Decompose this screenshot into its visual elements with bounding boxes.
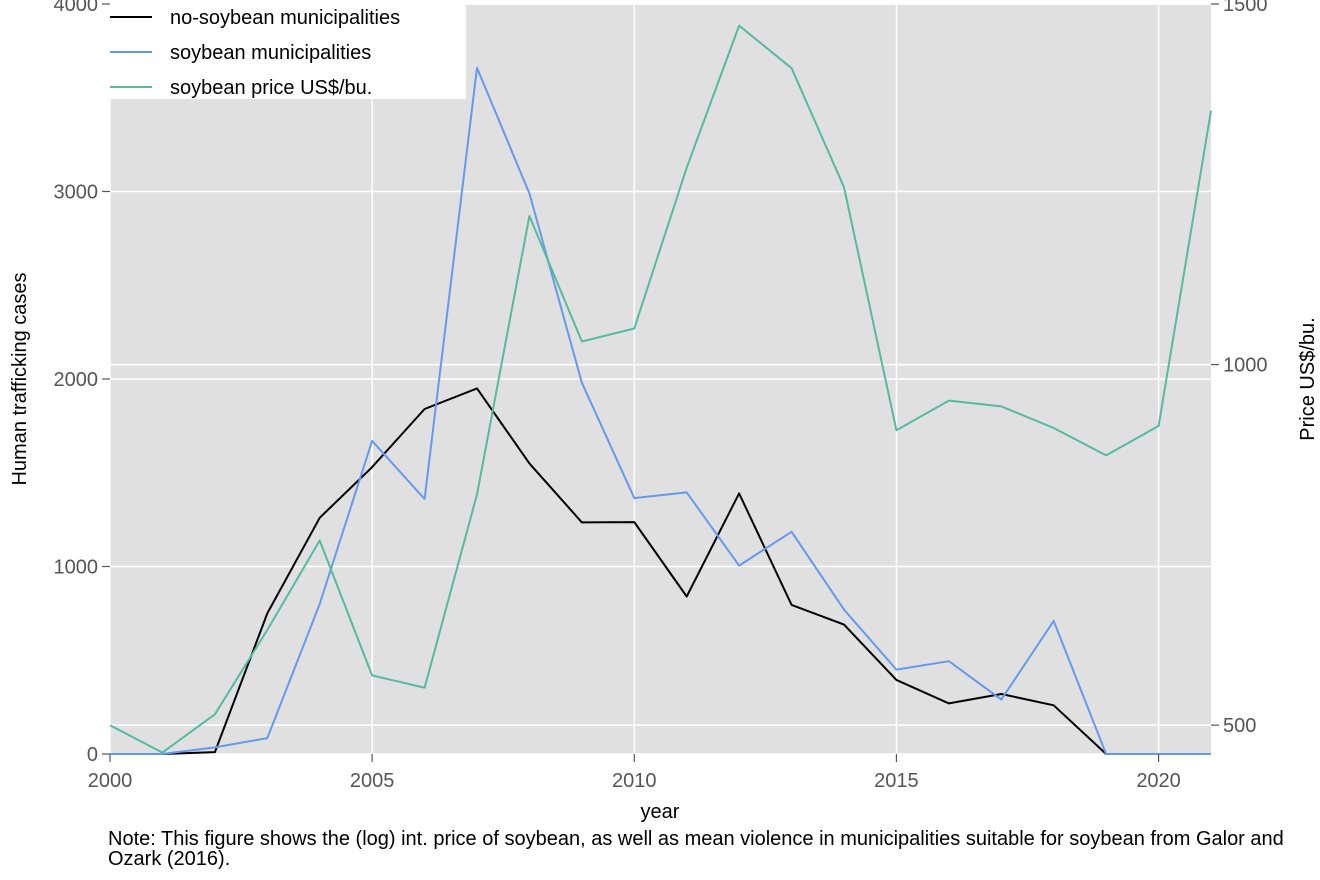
y-tick-label: 2000 [54,369,99,391]
series-line-3 [109,24,1212,754]
x-tick-label: 2010 [612,770,657,792]
x-tick-label: 2000 [88,770,133,792]
y-axis-title: Human trafficking cases [9,272,31,485]
y2-tick-label: 1500 [1223,0,1268,16]
x-tick-label: 2005 [350,770,395,792]
series-line-2 [110,66,1211,755]
y-tick-label: 0 [87,744,98,766]
axis-ticks: 0 1000 2000 3000 4000 500 1000 1500 2000 2005 2010… [54,0,1268,792]
legend-box [108,0,466,99]
x-axis-title: year [641,801,680,823]
legend-label-2: soybean municipalities [170,42,371,64]
y2-tick-label: 500 [1223,715,1256,737]
series-line-1 [110,387,1211,755]
y-tick-label: 3000 [54,182,99,204]
y2-axis-title: Price US$/bu. [1297,317,1319,440]
figure-note: Note: This figure shows the (log) int. p… [108,828,1284,870]
y2-tick-label: 1000 [1223,355,1268,377]
x-tick-label: 2015 [874,770,919,792]
legend: no-soybean municipalities soybean municip… [108,0,466,99]
x-tick-label: 2020 [1136,770,1181,792]
y-tick-label: 1000 [54,557,99,579]
y-tick-label: 4000 [54,0,99,16]
legend-label-3: soybean price US$/bu. [170,77,372,99]
legend-label-1: no-soybean municipalities [170,7,400,29]
series-lines [109,24,1212,755]
